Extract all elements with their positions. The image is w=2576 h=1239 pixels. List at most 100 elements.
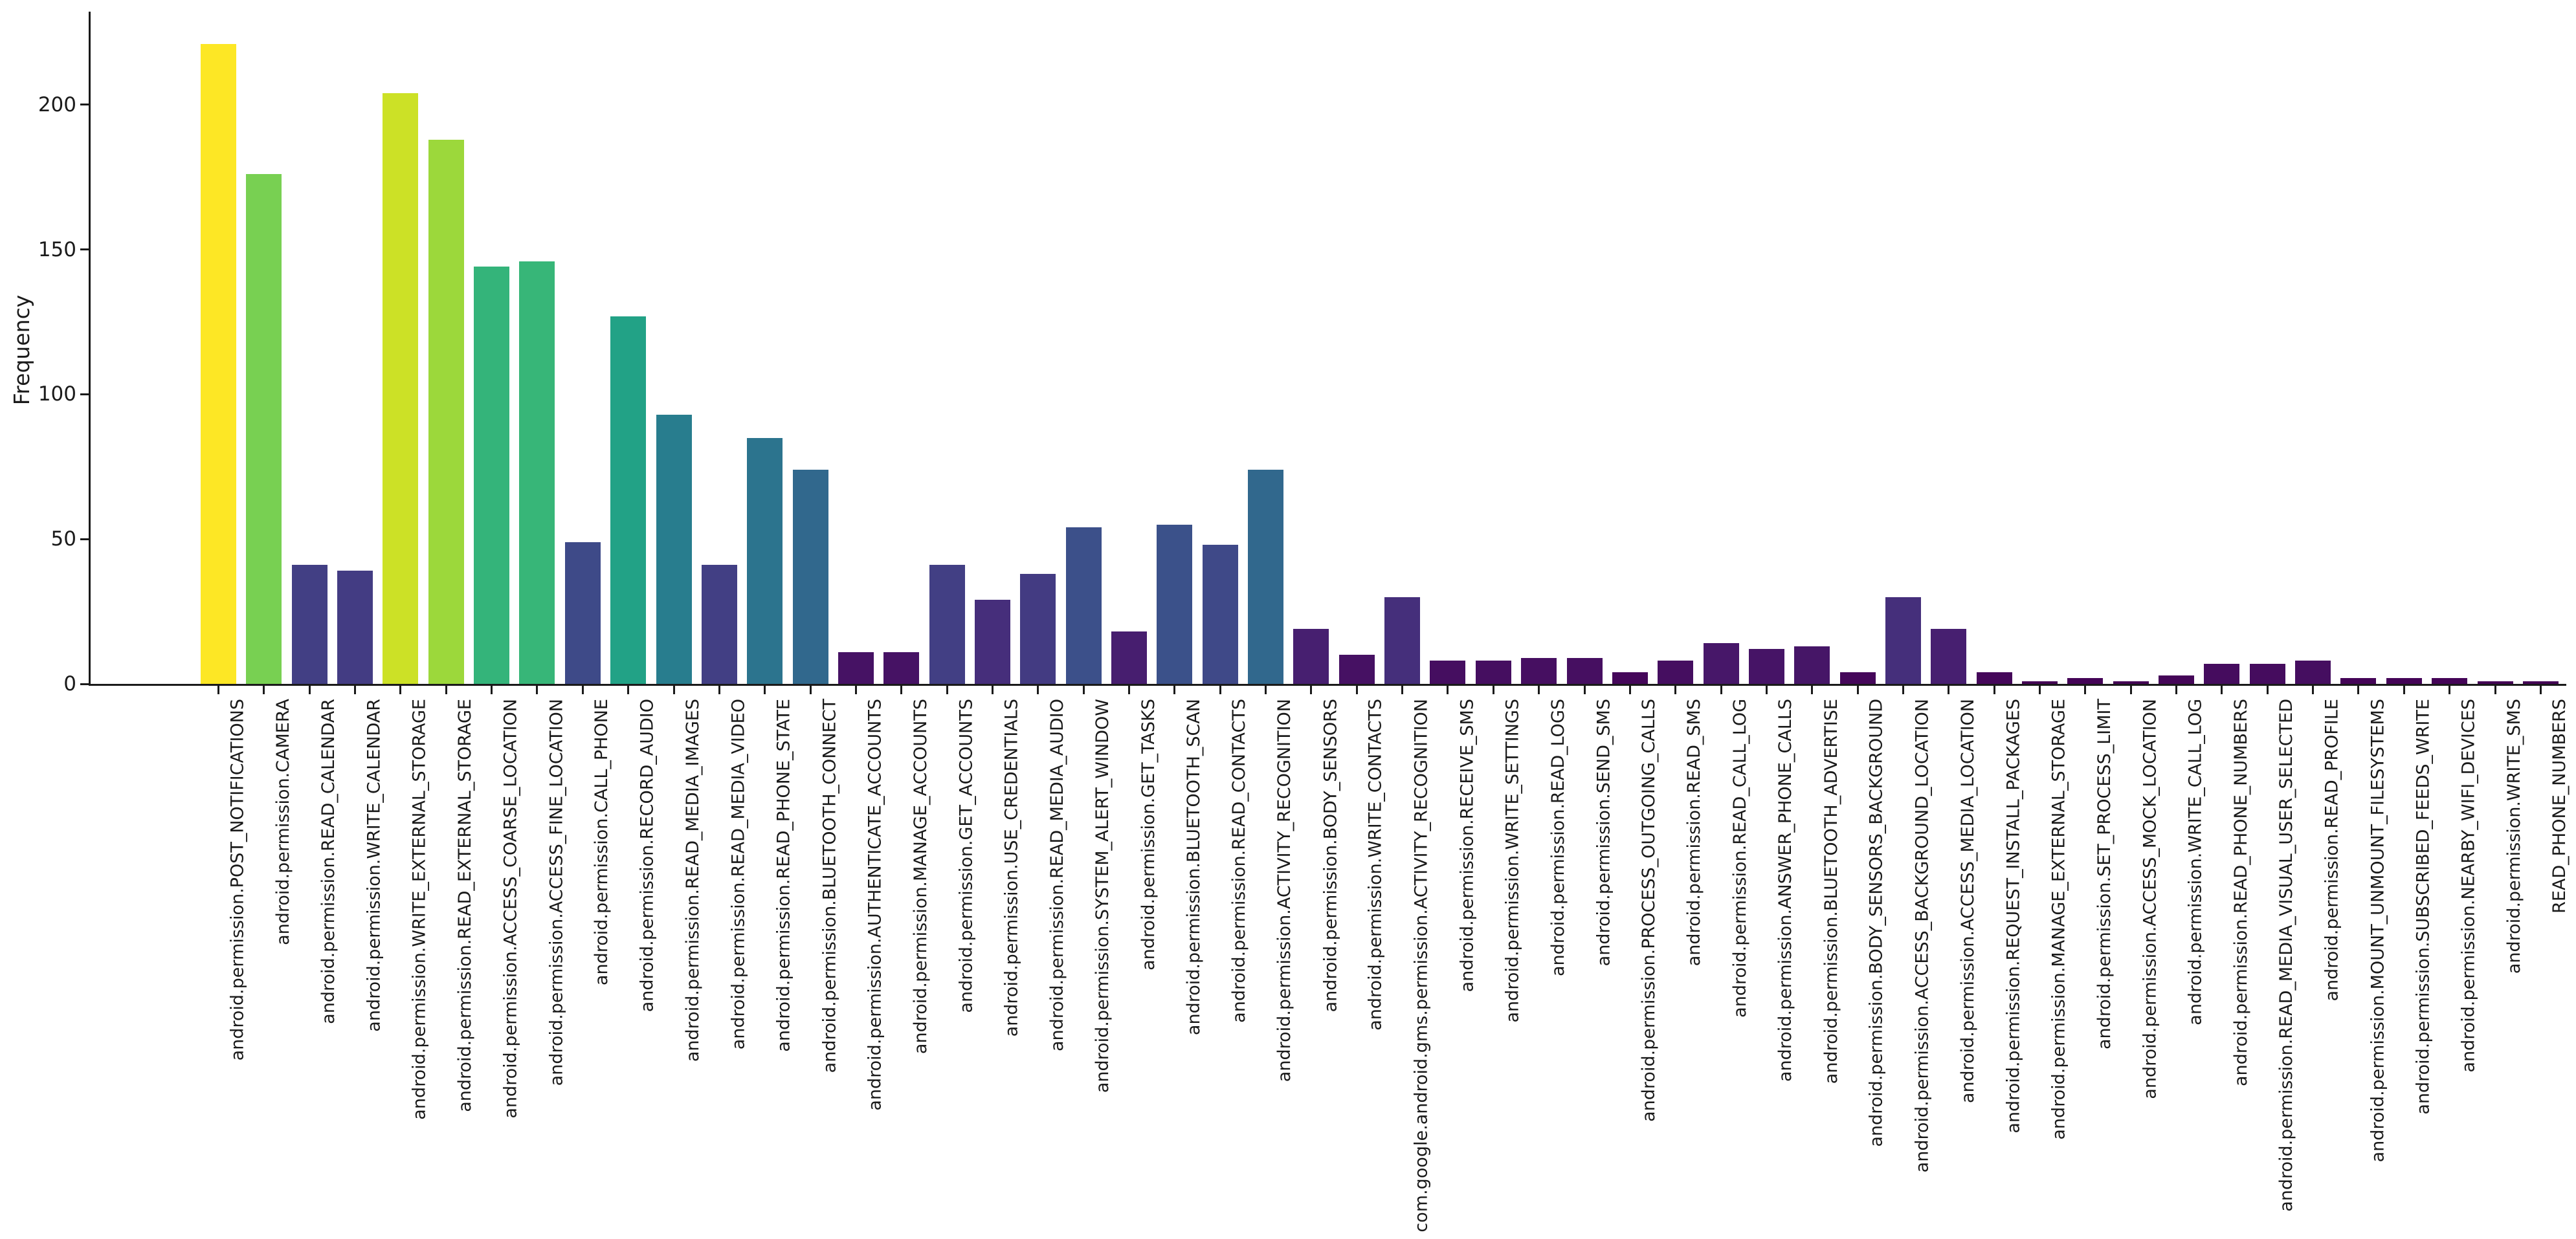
bar [246,174,282,684]
x-tick [946,686,948,694]
x-tick [217,686,219,694]
bar [2204,664,2240,684]
x-tick [1902,686,1904,694]
x-tick [445,686,447,694]
x-tick-label: android.permission.READ_SMS [1684,699,1705,967]
x-tick-label: android.permission.SYSTEM_ALERT_WINDOW [1093,699,1113,1093]
x-tick-label: android.permission.BLUETOOTH_CONNECT [819,699,840,1073]
bar [1885,597,1921,684]
x-tick [399,686,402,694]
x-tick [2221,686,2223,694]
bar [883,652,920,684]
x-tick [1583,686,1586,694]
bar [792,470,828,684]
x-tick [1310,686,1313,694]
x-tick-label: android.permission.NEARBY_WIFI_DEVICES [2458,699,2479,1073]
x-tick-label: android.permission.RECORD_AUDIO [637,699,658,1013]
x-tick [718,686,720,694]
x-tick-label: android.permission.ACCESS_BACKGROUND_LOC… [1912,699,1933,1173]
bar [2432,678,2468,684]
bar [1248,470,1283,684]
x-tick-label: android.permission.ACCESS_MOCK_LOCATION [2140,699,2160,1099]
bar [1020,574,1056,684]
x-tick [2266,686,2269,694]
x-tick-label: android.permission.REQUEST_INSTALL_PACKA… [2003,699,2024,1134]
x-tick-label: android.permission.CAMERA [272,699,293,945]
bar [564,542,601,684]
x-tick [1401,686,1404,694]
y-tick [80,104,89,106]
x-tick-label: android.permission.READ_PROFILE [2322,699,2342,1002]
x-tick-label: android.permission.CALL_PHONE [592,699,612,986]
bar [974,600,1010,684]
x-tick [536,686,539,694]
y-axis-spine [89,12,91,686]
x-tick-label: android.permission.WRITE_CALENDAR [364,699,384,1032]
bar [519,261,555,684]
x-tick [581,686,584,694]
x-tick [1447,686,1449,694]
bar [1338,655,1375,684]
bar [1293,629,1329,684]
x-tick [2357,686,2360,694]
bar [2159,675,2194,684]
x-tick-label: android.permission.SEND_SMS [1593,699,1614,967]
x-tick [900,686,903,694]
y-tick-label: 200 [38,93,76,116]
x-tick-label: android.permission.SET_PROCESS_LIMIT [2094,699,2115,1050]
x-tick [854,686,857,694]
bar [838,652,874,684]
x-tick [627,686,630,694]
bar [1202,545,1238,684]
x-tick-label: android.permission.BODY_SENSORS_BACKGROU… [1867,699,1887,1147]
bar [1703,643,1739,684]
y-tick [80,393,89,395]
y-tick [80,538,89,540]
bar [656,415,692,684]
x-tick [1628,686,1631,694]
bar [1658,661,1694,684]
x-tick-label: android.permission.WRITE_EXTERNAL_STORAG… [409,699,430,1120]
x-tick [1219,686,1221,694]
x-tick [1128,686,1130,694]
bar [337,571,373,684]
x-tick [2448,686,2451,694]
bar [2522,681,2559,684]
x-tick [263,686,265,694]
x-tick-label: android.permission.SUBSCRIBED_FEEDS_WRIT… [2413,699,2434,1115]
x-tick [1948,686,1950,694]
x-tick-label: android.permission.WRITE_CALL_LOG [2185,699,2206,1025]
x-tick [2494,686,2496,694]
bar [1111,631,1147,684]
y-tick-label: 100 [38,382,76,406]
x-tick-label: android.permission.READ_PHONE_STATE [773,699,794,1052]
bar [1384,597,1421,684]
x-tick [1674,686,1677,694]
x-tick [1538,686,1540,694]
x-tick-label: android.permission.READ_MEDIA_VISUAL_USE… [2276,699,2297,1212]
x-tick [2403,686,2405,694]
x-tick-label: android.permission.PROCESS_OUTGOING_CALL… [1639,699,1660,1122]
bar [1157,525,1193,684]
x-tick [491,686,493,694]
x-tick [354,686,356,694]
x-tick-label: android.permission.GET_TASKS [1138,699,1159,970]
x-tick [672,686,675,694]
bar [1521,658,1557,684]
bar [1065,527,1102,684]
x-tick-label: READ_PHONE_NUMBERS [2549,699,2570,914]
x-tick-label: android.permission.WRITE_SMS [2504,699,2524,974]
x-tick [1355,686,1358,694]
x-tick-label: android.permission.WRITE_CONTACTS [1366,699,1386,1031]
x-tick [2539,686,2542,694]
bar [1794,646,1830,684]
bar [610,316,647,684]
x-tick-label: android.permission.MANAGE_EXTERNAL_STORA… [2049,699,2069,1140]
bar [701,565,737,684]
bar [1839,672,1876,684]
x-tick-label: android.permission.BODY_SENSORS [1320,699,1340,1013]
x-tick-label: android.permission.ANSWER_PHONE_CALLS [1775,699,1796,1082]
x-tick [991,686,994,694]
x-tick-label: android.permission.READ_MEDIA_IMAGES [683,699,703,1062]
